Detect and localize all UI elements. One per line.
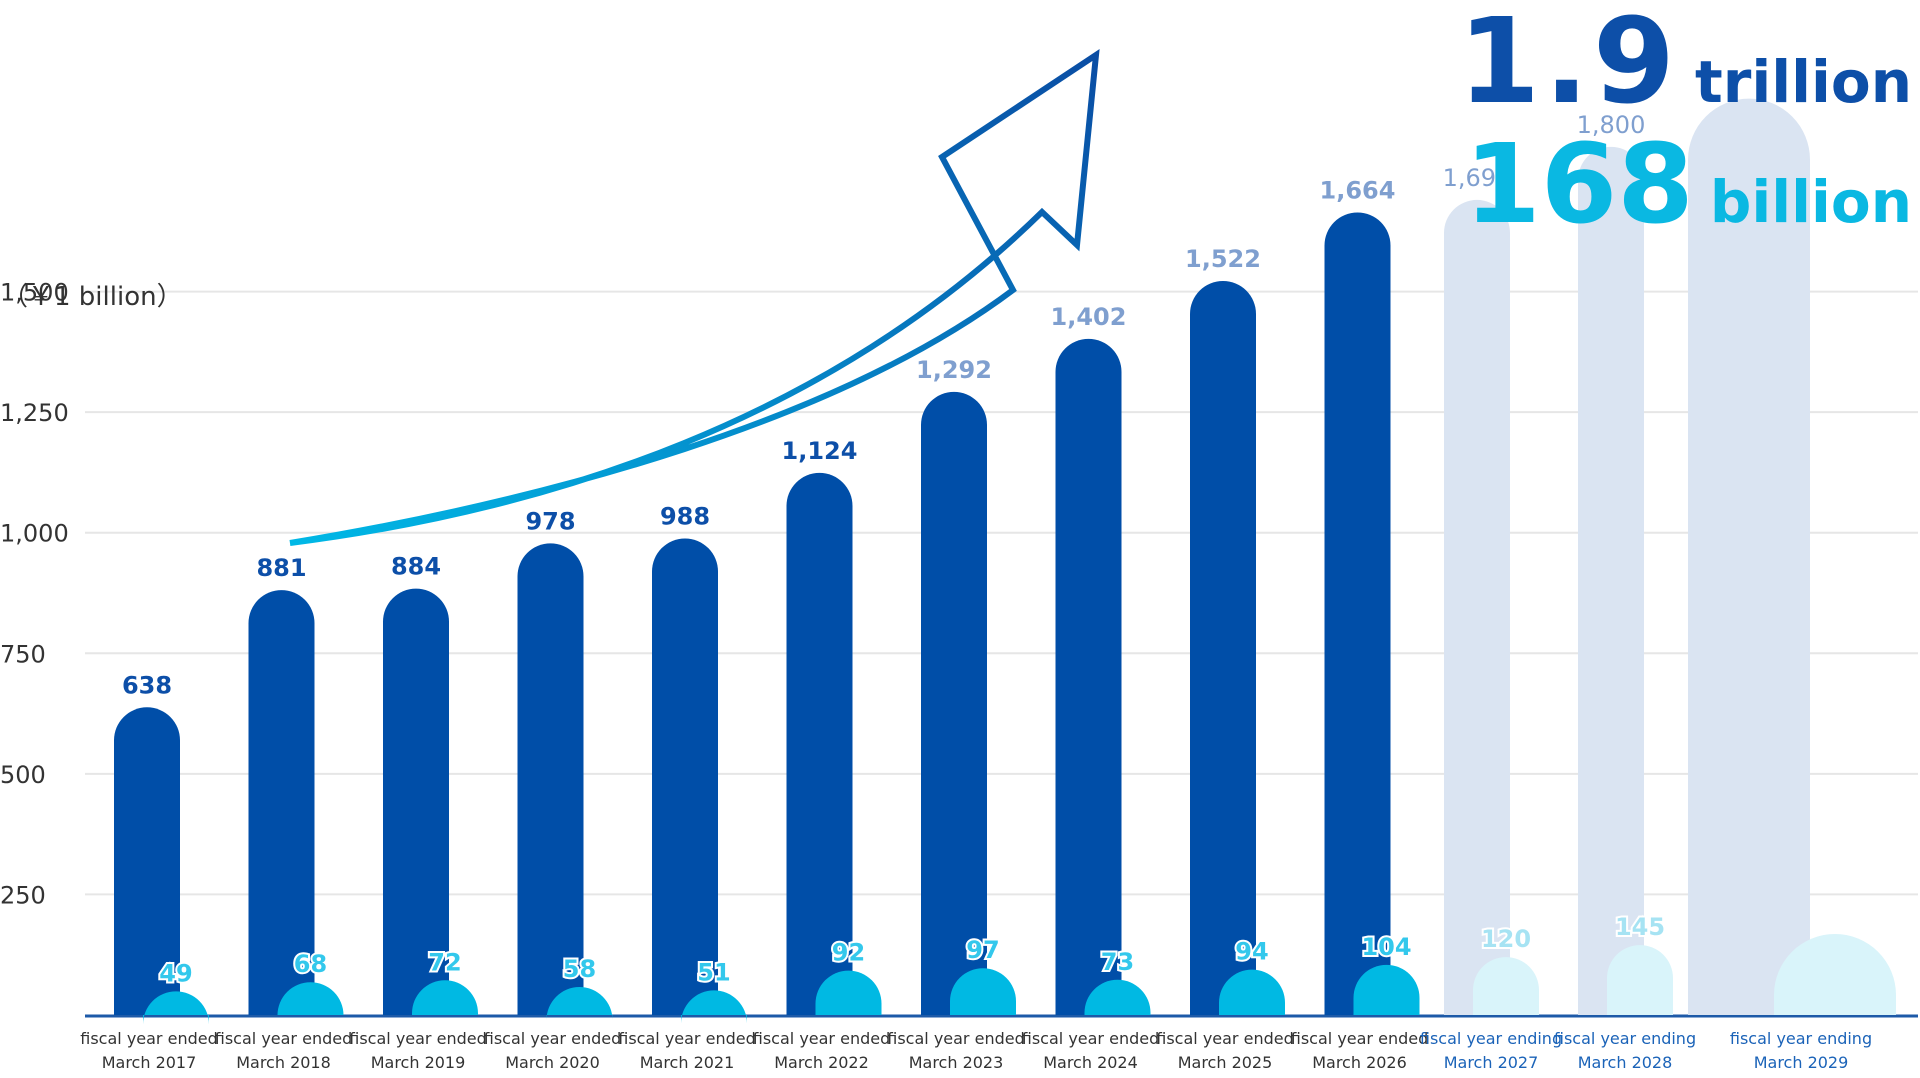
sales-bar — [1444, 199, 1510, 1016]
category-label-line1: fiscal year ended — [1291, 1029, 1428, 1048]
profit-bar — [277, 982, 344, 1016]
sales-value-label: 1,402 — [1051, 303, 1127, 331]
sales-bar — [1688, 98, 1810, 1016]
category-label-line1: fiscal year ended — [1022, 1029, 1159, 1048]
sales-value-label: 988 — [660, 503, 710, 531]
y-tick-label: 1,000 — [0, 520, 69, 548]
profit-value-label: 92 — [832, 939, 865, 967]
category-label-line2: March 2028 — [1578, 1053, 1673, 1072]
profit-value-label: 145 — [1615, 913, 1665, 941]
sales-bar — [1578, 146, 1644, 1015]
profit-bar — [815, 970, 882, 1015]
category-label-line1: fiscal year ended — [753, 1029, 890, 1048]
sales-target-unit: trillion — [1695, 48, 1912, 116]
profit-value-label: 68 — [294, 950, 327, 978]
category-label-line2: March 2023 — [909, 1053, 1004, 1072]
category-label-line2: March 2019 — [371, 1053, 466, 1072]
category-label-line1: fiscal year ended — [349, 1029, 486, 1048]
category-label-line1: fiscal year ended — [215, 1029, 352, 1048]
profit-bar — [546, 987, 613, 1021]
profit-bar — [1219, 969, 1285, 1015]
profit-bar — [1473, 957, 1539, 1015]
profit-value-label: 72 — [428, 948, 461, 976]
category-label-line1: fiscal year ended — [618, 1029, 755, 1048]
profit-bar — [1353, 964, 1420, 1015]
growth-arrow-icon — [289, 49, 1100, 546]
sales-bar — [1190, 280, 1256, 1015]
category-label-line2: March 2020 — [505, 1053, 600, 1072]
profit-value-label: 73 — [1101, 948, 1134, 976]
category-label-line1: fiscal year ending — [1730, 1029, 1872, 1048]
sales-value-label: 1,292 — [916, 356, 992, 384]
category-label-line2: March 2029 — [1754, 1053, 1849, 1072]
sales-bar — [248, 590, 315, 1015]
sales-bar — [921, 391, 987, 1015]
sales-bar — [114, 707, 180, 1015]
sales-value-label: 1,522 — [1185, 245, 1261, 273]
category-label-line1: fiscal year ended — [80, 1029, 217, 1048]
category-label-line1: fiscal year ending — [1554, 1029, 1696, 1048]
category-label-line1: fiscal year ending — [1420, 1029, 1562, 1048]
category-label-line1: fiscal year ended — [1156, 1029, 1293, 1048]
category-label-line2: March 2017 — [102, 1053, 197, 1072]
y-tick-label: 1,250 — [0, 399, 69, 427]
profit-bar — [1774, 933, 1896, 1015]
sales-value-label: 1,800 — [1577, 111, 1646, 139]
sales-target-headline: 1.9 trillion — [1458, 0, 1912, 130]
profit-bar — [1084, 979, 1151, 1015]
sales-value-label: 638 — [122, 671, 172, 699]
y-tick-label: 1,500 — [0, 279, 69, 307]
sales-bar — [1055, 338, 1122, 1016]
profit-bar — [412, 980, 478, 1015]
category-label-line2: March 2021 — [640, 1053, 735, 1072]
profit-target-unit: billion — [1709, 168, 1912, 236]
profit-value-label: 97 — [966, 936, 999, 964]
category-label-line2: March 2026 — [1312, 1053, 1407, 1072]
profit-value-label: 120 — [1481, 925, 1531, 953]
profit-value-label: 94 — [1235, 938, 1268, 966]
sales-value-label: 1,664 — [1320, 176, 1396, 204]
sales-value-label: 1,690 — [1443, 164, 1512, 192]
category-label-line1: fiscal year ended — [484, 1029, 621, 1048]
sales-bar — [383, 588, 449, 1015]
sales-bar — [652, 538, 718, 1015]
sales-value-label: 881 — [256, 554, 306, 582]
sales-value-label: 978 — [525, 507, 575, 535]
profit-bar — [950, 968, 1016, 1015]
sales-bar — [786, 472, 853, 1015]
profit-target-value: 168 — [1464, 120, 1694, 248]
profit-value-label: 58 — [563, 955, 596, 983]
profit-value-label: 104 — [1361, 933, 1411, 961]
profit-bar — [1607, 945, 1673, 1015]
profit-value-label: 49 — [159, 959, 192, 987]
profit-target-headline: 168 billion — [1464, 120, 1912, 248]
category-label-line2: March 2022 — [774, 1053, 869, 1072]
sales-target-value: 1.9 — [1457, 0, 1679, 130]
category-label-line2: March 2025 — [1178, 1053, 1273, 1072]
y-tick-label: 750 — [0, 640, 46, 668]
category-label-line2: March 2018 — [236, 1053, 331, 1072]
sales-bar — [1324, 212, 1391, 1016]
category-label-line1: fiscal year ended — [887, 1029, 1024, 1048]
category-label-line2: March 2027 — [1444, 1053, 1539, 1072]
sales-value-label: 884 — [391, 553, 441, 581]
y-tick-label: 250 — [0, 881, 46, 909]
sales-bar — [517, 543, 584, 1015]
profit-value-label: 51 — [697, 958, 730, 986]
profit-bar — [143, 991, 209, 1025]
y-axis-unit-label: （￥1 billion） — [2, 282, 183, 312]
profit-bar — [681, 990, 747, 1024]
y-tick-label: 500 — [0, 761, 46, 789]
sales-value-label: 1,124 — [782, 437, 858, 465]
category-label-line2: March 2024 — [1043, 1053, 1138, 1072]
